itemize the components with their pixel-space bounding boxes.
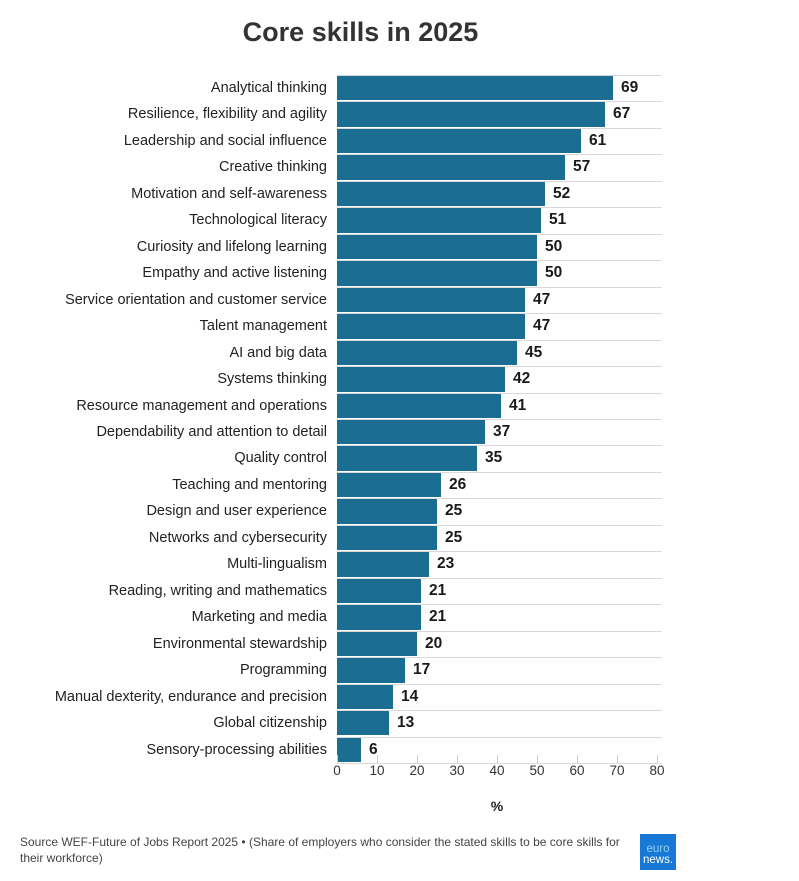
svg-text:news.: news. <box>643 854 673 866</box>
